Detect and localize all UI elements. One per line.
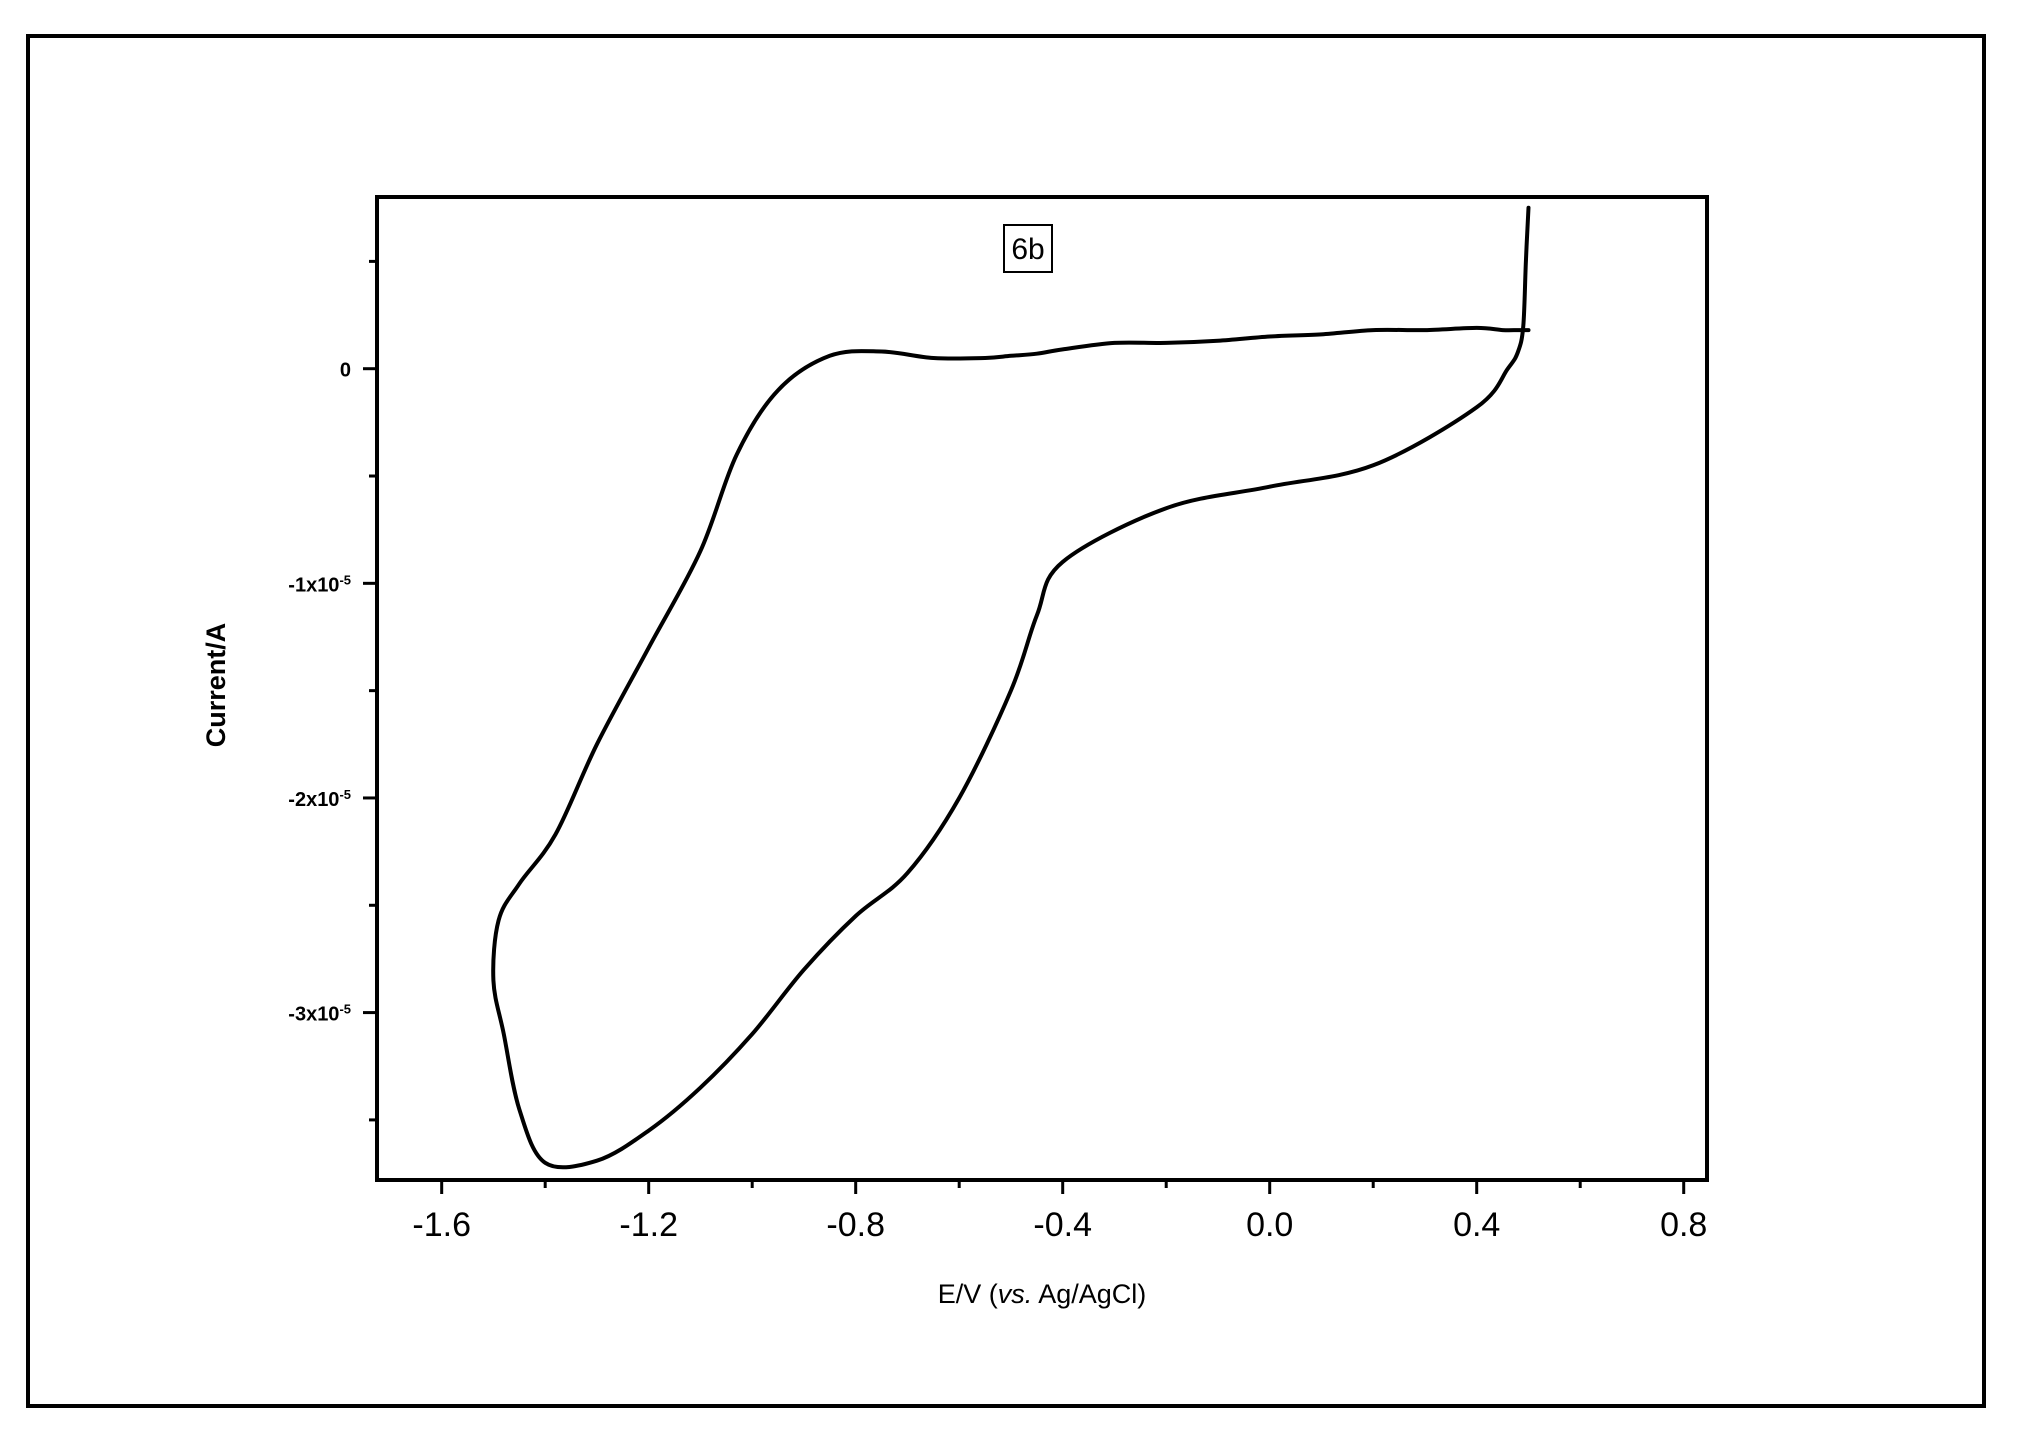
annotation-label: 6b [1011,233,1044,266]
cv-curve-line [491,205,1531,1170]
annotation-box: 6b [1003,224,1053,273]
y-tick-label: 0 [340,360,351,382]
y-axis: 0 -1x10-5 -2x10-5 -3x10-5 [288,259,377,1122]
y-tick-label: -2x10-5 [288,786,351,811]
y-axis-label: Current/A [201,623,231,748]
x-tick-label: 0.0 [1246,1206,1293,1244]
x-tick-label: 0.4 [1453,1206,1500,1244]
y-tick-label: -1x10-5 [288,572,351,597]
figure-frame [26,34,1986,1408]
x-tick-label: -1.6 [412,1206,471,1244]
plot-area [375,195,1709,1182]
x-tick-label: -0.4 [1033,1206,1092,1244]
x-tick-label: 0.8 [1660,1206,1707,1244]
x-tick-label: -0.8 [826,1206,885,1244]
y-tick-label: -3x10-5 [288,1001,351,1026]
x-axis-label: E/V (vs. Ag/AgCl) [938,1279,1147,1309]
x-axis: -1.6 -1.2 -0.8 -0.4 0.0 0.4 0.8 [412,1180,1707,1244]
x-tick-label: -1.2 [619,1206,678,1244]
